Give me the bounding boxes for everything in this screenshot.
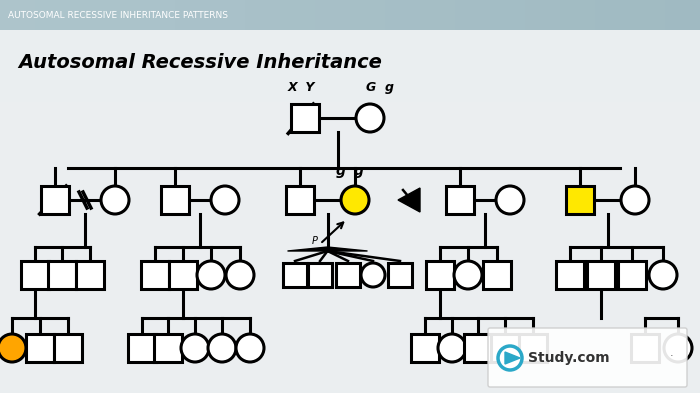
FancyBboxPatch shape [488,328,687,387]
Bar [665,0,700,30]
Circle shape [211,186,239,214]
Bar [41,186,69,214]
Bar [280,0,315,30]
Bar [70,0,105,30]
Bar [0,138,700,174]
Bar [411,334,439,362]
Bar [291,104,319,132]
Bar [0,318,700,354]
Bar [128,334,156,362]
Bar [175,0,210,30]
Bar [76,261,104,289]
Circle shape [0,334,26,362]
Circle shape [181,334,209,362]
Bar [420,0,455,30]
Polygon shape [398,188,420,212]
Bar [0,282,700,318]
Text: g: g [354,164,364,178]
Bar [491,334,519,362]
Bar [455,0,490,30]
Circle shape [226,261,254,289]
Bar [618,261,646,289]
Circle shape [341,186,369,214]
Bar [350,0,385,30]
Bar [587,261,615,289]
Bar [0,210,700,246]
Bar [336,263,360,287]
Bar [556,261,584,289]
Bar [283,263,307,287]
Bar [631,334,659,362]
Circle shape [101,186,129,214]
Bar [54,334,82,362]
Polygon shape [288,247,368,251]
Bar [308,263,332,287]
Circle shape [454,261,482,289]
Bar [483,261,511,289]
Circle shape [649,261,677,289]
Bar [26,334,54,362]
Bar [566,186,594,214]
Circle shape [664,334,692,362]
Bar [154,334,182,362]
Bar [0,0,700,30]
Circle shape [197,261,225,289]
Polygon shape [505,352,520,364]
Bar [0,30,700,66]
Circle shape [236,334,264,362]
Bar [426,261,454,289]
Bar [48,261,76,289]
Text: ·: · [670,351,673,361]
Circle shape [208,334,236,362]
Text: Study.com: Study.com [528,351,610,365]
Bar [0,0,35,30]
Bar [169,261,197,289]
Bar [595,0,630,30]
Bar [0,102,700,138]
Text: G  g: G g [366,81,394,94]
Bar [245,0,280,30]
Text: g: g [336,164,346,178]
Bar [385,0,420,30]
Circle shape [356,104,384,132]
Bar [161,186,189,214]
Bar [35,0,70,30]
Bar [0,174,700,210]
Bar [21,261,49,289]
Bar [490,0,525,30]
Bar [525,0,560,30]
Circle shape [498,346,522,370]
Text: P: P [312,236,318,246]
Text: X  Y: X Y [287,81,315,94]
Bar [210,0,245,30]
Circle shape [621,186,649,214]
Circle shape [361,263,385,287]
Bar [0,354,700,390]
Bar [141,261,169,289]
Bar [519,334,547,362]
Circle shape [438,334,466,362]
Bar [0,246,700,282]
Circle shape [496,186,524,214]
Text: AUTOSOMAL RECESSIVE INHERITANCE PATTERNS: AUTOSOMAL RECESSIVE INHERITANCE PATTERNS [8,11,228,20]
Bar [560,0,595,30]
Bar [388,263,412,287]
Bar [105,0,140,30]
Bar [0,66,700,102]
Bar [446,186,474,214]
Bar [630,0,665,30]
Bar [286,186,314,214]
Text: Autosomal Recessive Inheritance: Autosomal Recessive Inheritance [18,53,382,72]
Bar [315,0,350,30]
Bar [140,0,175,30]
Bar [464,334,492,362]
